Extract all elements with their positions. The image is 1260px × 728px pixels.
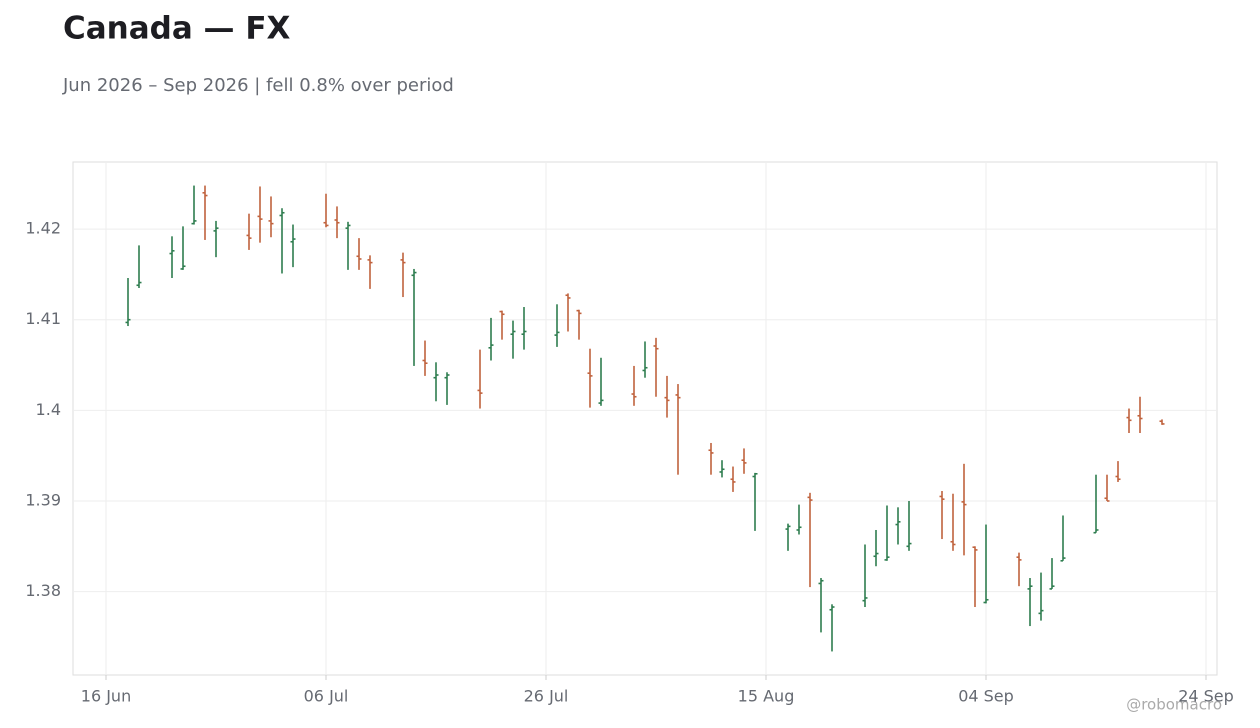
y-tick-label: 1.4 (36, 400, 61, 419)
y-tick-label: 1.41 (25, 309, 61, 328)
source-credit: @robomacro (1126, 696, 1222, 714)
x-tick-label: 06 Jul (304, 687, 349, 706)
plot-frame (72, 161, 1218, 676)
chart-subtitle: Jun 2026 – Sep 2026 | fell 0.8% over per… (62, 75, 454, 96)
chart-title: Canada — FX (63, 11, 291, 47)
y-tick-label: 1.38 (25, 581, 61, 600)
x-tick-label: 15 Aug (738, 687, 795, 706)
x-tick-label: 04 Sep (958, 687, 1014, 706)
x-tick-label: 26 Jul (524, 687, 569, 706)
x-tick-label: 16 Jun (81, 687, 131, 706)
y-tick-label: 1.42 (25, 219, 61, 238)
y-tick-label: 1.39 (25, 490, 61, 509)
x-tick-label: 24 Sep (1178, 687, 1234, 706)
